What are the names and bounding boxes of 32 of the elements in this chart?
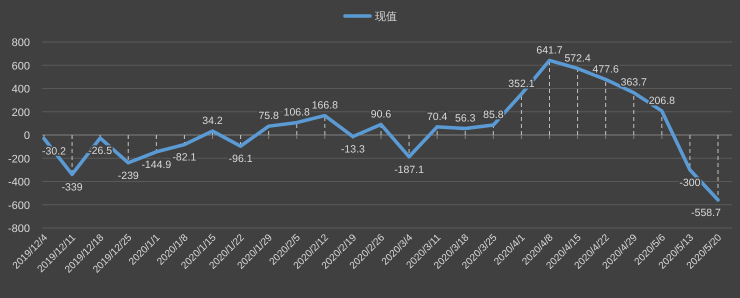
data-label: -82.1 bbox=[172, 152, 196, 164]
data-label: -13.3 bbox=[340, 144, 365, 156]
data-label: 363.7 bbox=[620, 76, 647, 89]
data-label: -96.1 bbox=[228, 153, 253, 166]
y-tick-label: -800 bbox=[8, 223, 30, 235]
y-tick-label: -600 bbox=[8, 200, 30, 212]
y-tick-label: -200 bbox=[8, 153, 30, 166]
data-label: -300 bbox=[679, 176, 700, 189]
legend-label: 现值 bbox=[375, 11, 397, 23]
data-label: 34.2 bbox=[202, 115, 223, 128]
y-tick-label: 400 bbox=[12, 84, 30, 96]
data-label: 56.3 bbox=[455, 112, 476, 124]
data-label: -339 bbox=[62, 181, 83, 194]
y-tick-label: 0 bbox=[24, 130, 30, 142]
data-label: -144.9 bbox=[141, 158, 172, 171]
data-label: -558.7 bbox=[691, 206, 721, 219]
y-tick-label: -400 bbox=[8, 176, 30, 188]
data-label: -187.1 bbox=[394, 164, 424, 176]
data-label: 106.8 bbox=[284, 106, 310, 119]
data-label: 75.8 bbox=[258, 110, 279, 122]
data-label: 572.4 bbox=[564, 52, 591, 64]
y-tick-label: 800 bbox=[12, 37, 30, 49]
data-label: 90.6 bbox=[370, 108, 392, 120]
data-label: -239 bbox=[118, 170, 139, 182]
y-tick-label: 600 bbox=[12, 60, 30, 72]
data-label: 70.4 bbox=[426, 110, 448, 123]
data-label: 206.8 bbox=[648, 94, 675, 107]
y-tick-label: 200 bbox=[12, 106, 30, 119]
data-label: 477.6 bbox=[592, 63, 619, 76]
data-label: 166.8 bbox=[312, 100, 338, 112]
legend: 现值 bbox=[343, 11, 397, 23]
data-label: 641.7 bbox=[536, 44, 563, 56]
